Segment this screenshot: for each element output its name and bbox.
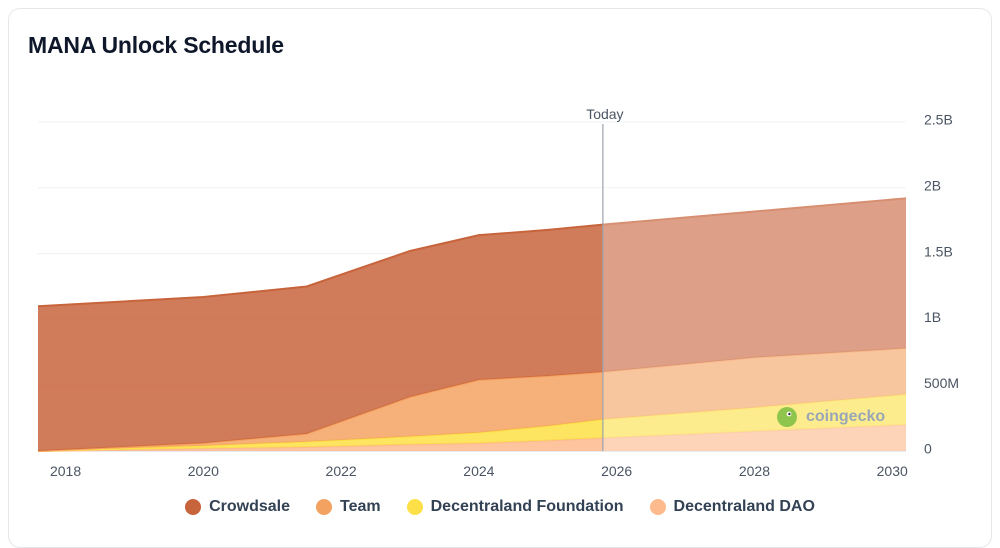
legend-item-decentraland-dao[interactable]: Decentraland DAO <box>649 498 815 516</box>
legend-label: Team <box>340 498 381 515</box>
legend-item-crowdsale[interactable]: Crowdsale <box>185 498 290 516</box>
area-decentraland-dao <box>38 424 906 451</box>
x-tick-label: 2020 <box>188 463 219 479</box>
legend-label: Decentraland Foundation <box>430 498 624 515</box>
chart-legend: Crowdsale Team Decentraland Foundation D… <box>0 498 1000 516</box>
x-tick-label: 2018 <box>50 463 81 479</box>
y-tick-label: 1B <box>924 309 941 325</box>
x-tick-label: 2026 <box>601 463 632 479</box>
gecko-logo-icon <box>777 407 797 427</box>
legend-dot <box>406 499 423 515</box>
legend-item-team[interactable]: Team <box>316 498 381 516</box>
today-marker-label: Today <box>586 106 623 122</box>
y-tick-label: 500M <box>924 375 959 391</box>
area-crowdsale <box>38 198 906 451</box>
area-decentraland-foundation <box>38 394 906 451</box>
legend-label: Crowdsale <box>209 498 291 515</box>
area-team <box>38 348 906 451</box>
x-tick-label: 2030 <box>877 463 908 479</box>
y-tick-label: 2.5B <box>924 112 953 128</box>
line-crowdsale <box>37 197 907 308</box>
y-tick-label: 0 <box>924 441 932 457</box>
future-overlay <box>602 112 906 451</box>
legend-dot <box>649 499 666 515</box>
x-tick-label: 2024 <box>463 463 494 479</box>
x-tick-label: 2022 <box>326 463 357 479</box>
legend-item-decentraland-foundation[interactable]: Decentraland Foundation <box>406 498 624 516</box>
watermark-text: coingecko <box>806 408 886 425</box>
x-tick-label: 2028 <box>739 463 770 479</box>
y-tick-label: 1.5B <box>924 243 953 259</box>
unlock-chart[interactable]: 0 500M 1B 1.5B 2B 2.5B 2018 2020 2022 2024 2026 202… <box>0 0 1000 534</box>
legend-dot <box>316 499 333 515</box>
chart-title: MANA Unlock Schedule <box>28 32 284 58</box>
legend-label: Decentraland DAO <box>673 498 815 515</box>
legend-dot <box>185 499 202 515</box>
y-tick-label: 2B <box>924 178 941 194</box>
coingecko-watermark: coingecko <box>776 406 885 428</box>
